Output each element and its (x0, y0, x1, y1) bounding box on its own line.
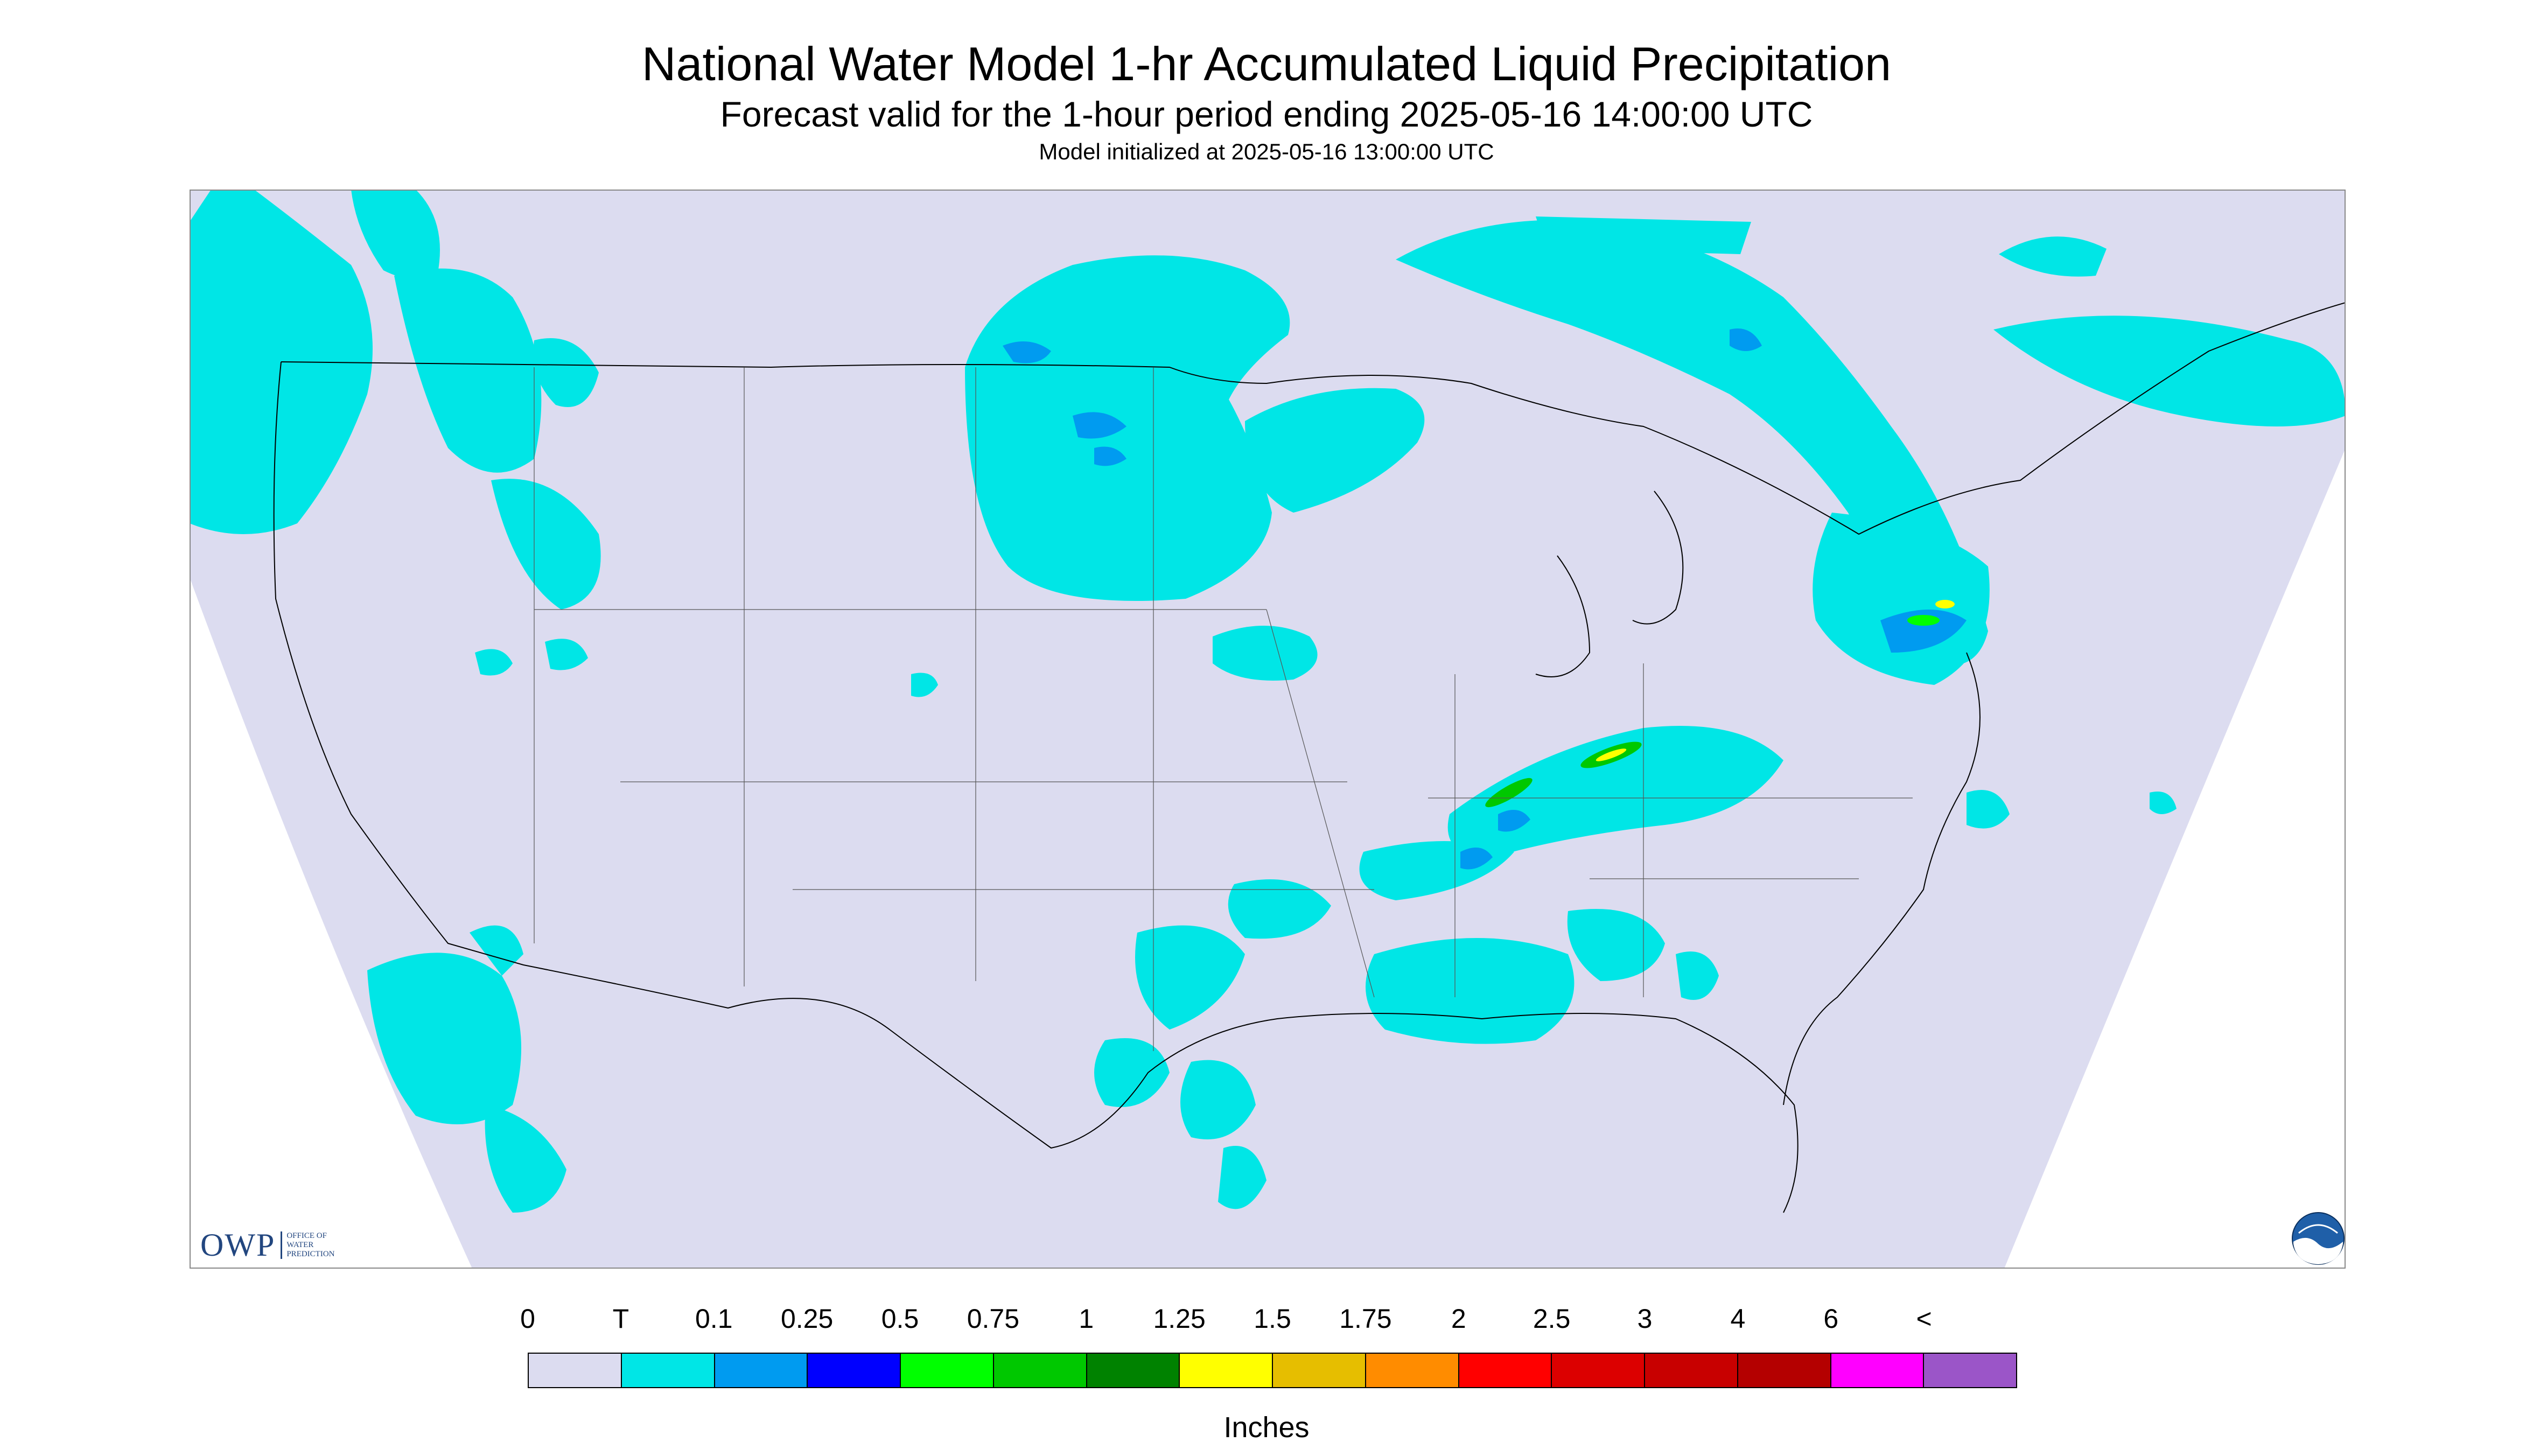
owp-sub-line: PREDICTION (286, 1249, 335, 1258)
precipitation-map (190, 190, 2346, 1269)
map-subtitle: Forecast valid for the 1-hour period end… (720, 94, 1813, 134)
boundary-lines (273, 302, 2346, 1213)
owp-logo: OWP OFFICE OF WATER PREDICTION (200, 1223, 335, 1266)
legend-tick-label: 3 (1637, 1304, 1653, 1334)
legend-swatch (715, 1354, 808, 1387)
legend-swatch (808, 1354, 901, 1387)
noaa-logo (2292, 1212, 2345, 1265)
state-lines (534, 367, 1913, 1051)
legend-tick-labels: 0 T 0.1 0.25 0.5 0.75 1 1.25 1.5 1.75 2 2.5 3 4 6 < (0, 1303, 2533, 1341)
legend-swatch (1738, 1354, 1831, 1387)
legend-units: Inches (1223, 1411, 1310, 1444)
legend-tick-label: 0.5 (881, 1304, 919, 1334)
legend-tick-label: 6 (1823, 1304, 1839, 1334)
legend-tick-label: < (1916, 1304, 1932, 1334)
legend-color-bar (528, 1353, 2017, 1388)
owp-sub-line: WATER (286, 1240, 314, 1249)
legend-swatch (993, 1354, 1087, 1387)
precip-heavy-areas (1485, 600, 1955, 808)
precip-moderate-areas (1003, 328, 1967, 870)
legend-swatch (1366, 1354, 1459, 1387)
legend-tick-label: 4 (1730, 1304, 1746, 1334)
precip-light-areas (190, 190, 2346, 1213)
legend-tick-label: 2.5 (1533, 1304, 1571, 1334)
map-border (190, 190, 2346, 1269)
legend-swatch (1831, 1354, 1925, 1387)
legend-swatch (1180, 1354, 1273, 1387)
legend-swatch (529, 1354, 622, 1387)
legend-tick-label: 1.5 (1254, 1304, 1291, 1334)
legend-swatch (1645, 1354, 1738, 1387)
legend-tick-label: 1.75 (1339, 1304, 1392, 1334)
legend-tick-label: 0.75 (967, 1304, 1020, 1334)
legend-swatch (1087, 1354, 1180, 1387)
legend-tick-label: 0 (520, 1304, 535, 1334)
legend-swatch (1924, 1354, 2016, 1387)
model-init-text: Model initialized at 2025-05-16 13:00:00… (1039, 139, 1494, 164)
owp-logo-letters: OWP (200, 1227, 276, 1263)
legend-tick-label: 0.1 (695, 1304, 733, 1334)
legend-tick-label: 1 (1079, 1304, 1094, 1334)
owp-sub-line: OFFICE OF (286, 1231, 327, 1240)
map-title: National Water Model 1-hr Accumulated Li… (641, 37, 1892, 90)
legend-tick-label: 2 (1451, 1304, 1466, 1334)
legend-swatch (1273, 1354, 1366, 1387)
legend-tick-label: 1.25 (1153, 1304, 1206, 1334)
legend-tick-label: T (612, 1304, 629, 1334)
legend-swatch (621, 1354, 715, 1387)
owp-logo-subtext: OFFICE OF WATER PREDICTION (281, 1231, 335, 1259)
legend-swatch (901, 1354, 994, 1387)
legend-swatch (1552, 1354, 1645, 1387)
legend-tick-label: 0.25 (780, 1304, 834, 1334)
legend-swatch (1459, 1354, 1552, 1387)
